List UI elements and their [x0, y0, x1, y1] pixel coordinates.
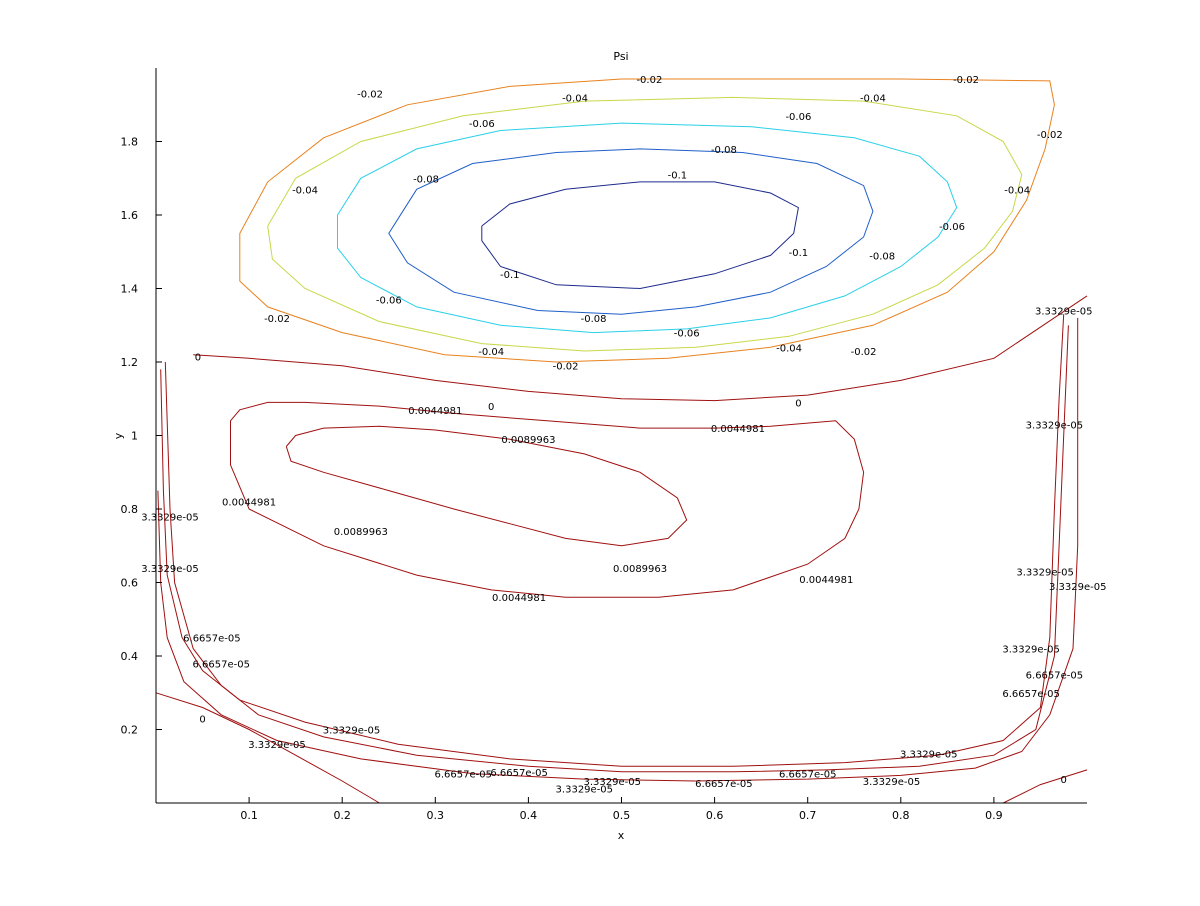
contour-line-7	[1002, 769, 1088, 804]
contour-label-55: 6.6657e-05	[695, 779, 752, 790]
contour-label-49: 3.3329e-05	[863, 777, 920, 788]
contour-label-20: -0.08	[869, 251, 895, 262]
contour-label-26: 0	[488, 402, 494, 413]
contour-line-8	[230, 401, 865, 598]
contour-label-19: -0.08	[413, 174, 439, 185]
contour-label-43: 3.3329e-05	[141, 564, 198, 575]
contour-label-16: -0.06	[376, 296, 402, 307]
contour-label-50: 3.3329e-05	[1002, 645, 1059, 656]
contour-line-3	[267, 96, 1023, 352]
x-tick-label-2: 0.3	[427, 809, 445, 822]
x-tick-label-5: 0.6	[706, 809, 724, 822]
y-tick-label-8: 1.8	[121, 136, 139, 149]
contour-label-22: -0.1	[668, 171, 688, 182]
y-tick-label-4: 1	[131, 430, 138, 443]
contour-label-34: 0.0044981	[492, 593, 546, 604]
contour-line-0	[481, 181, 799, 290]
contour-line-5	[193, 295, 1088, 402]
contour-label-7: -0.04	[562, 93, 588, 104]
contour-label-41: 3.3329e-05	[1049, 582, 1106, 593]
contour-label-27: 0	[795, 398, 801, 409]
y-axis-label: y	[112, 432, 125, 439]
contour-label-2: -0.02	[357, 90, 383, 101]
y-tick-label-7: 1.6	[121, 209, 139, 222]
contour-line-6	[155, 692, 380, 804]
x-tick-label-8: 0.9	[985, 809, 1003, 822]
contour-label-14: -0.06	[785, 112, 811, 123]
y-tick-label-3: 0.8	[121, 503, 139, 516]
contour-label-52: 6.6657e-05	[192, 659, 249, 670]
y-tick-label-1: 0.4	[121, 650, 139, 663]
y-tick-label-0: 0.2	[121, 724, 139, 737]
contour-line-11	[160, 314, 1065, 767]
contour-label-8: -0.04	[860, 93, 886, 104]
y-tick-label-6: 1.4	[121, 283, 139, 296]
x-axis-label: x	[618, 829, 625, 842]
contour-label-32: 0.0044981	[222, 498, 276, 509]
contour-line-12	[157, 317, 1079, 782]
contour-label-5: -0.02	[851, 347, 877, 358]
contour-label-29: 0	[1061, 775, 1067, 786]
contour-label-10: -0.04	[1004, 185, 1030, 196]
contour-label-1: -0.02	[953, 75, 979, 86]
contour-labels-layer: -0.02 -0.02 -0.02 -0.02 -0.02 -0.02 -0.02 -0.04…	[141, 75, 1106, 795]
contour-label-35: 0.0089963	[501, 435, 555, 446]
contour-label-44: 3.3329e-05	[323, 726, 380, 737]
contour-label-38: 3.3329e-05	[1035, 307, 1092, 318]
contour-label-45: 3.3329e-05	[248, 740, 305, 751]
contour-label-42: 3.3329e-05	[141, 512, 198, 523]
contour-label-37: 0.0089963	[613, 564, 667, 575]
contour-label-17: -0.06	[674, 329, 700, 340]
contour-label-9: -0.04	[292, 185, 318, 196]
contour-label-58: 6.6657e-05	[1026, 670, 1083, 681]
contour-line-4	[239, 78, 1055, 363]
x-tick-label-3: 0.4	[520, 809, 538, 822]
axes-layer: 0.1 0.2 0.3 0.4 0.5 0.6 0.7 0.8 0.9 0.2 0.4 0.6 0.8 1…	[121, 68, 1087, 822]
x-tick-label-1: 0.2	[333, 809, 351, 822]
contour-label-6: -0.02	[553, 362, 579, 373]
contours-layer	[155, 78, 1088, 804]
contour-line-1	[388, 148, 874, 315]
contour-label-0: -0.02	[636, 75, 662, 86]
contour-label-25: 0	[195, 353, 201, 364]
contour-label-46: 3.3329e-05	[583, 777, 640, 788]
contour-label-15: -0.06	[939, 222, 965, 233]
contour-label-48: 3.3329e-05	[900, 749, 957, 760]
y-tick-label-2: 0.6	[121, 577, 139, 590]
contour-label-30: 0.0044981	[408, 406, 462, 417]
contour-label-33: 0.0044981	[799, 575, 853, 586]
contour-label-21: -0.08	[581, 314, 607, 325]
x-tick-label-0: 0.1	[240, 809, 258, 822]
contour-label-36: 0.0089963	[334, 527, 388, 538]
contour-label-28: 0	[199, 715, 205, 726]
contour-label-56: 6.6657e-05	[779, 770, 836, 781]
contour-label-18: -0.08	[711, 145, 737, 156]
x-tick-label-4: 0.5	[613, 809, 631, 822]
contour-label-51: 6.6657e-05	[183, 634, 240, 645]
contour-label-47: 3.3329e-05	[556, 784, 613, 795]
contour-label-4: -0.02	[264, 314, 290, 325]
contour-label-53: 6.6657e-05	[434, 770, 491, 781]
contour-line-9	[285, 425, 688, 547]
x-tick-label-6: 0.7	[799, 809, 817, 822]
x-tick-label-7: 0.8	[892, 809, 910, 822]
contour-label-3: -0.02	[1037, 130, 1063, 141]
contour-label-40: 3.3329e-05	[1016, 568, 1073, 579]
contour-label-12: -0.04	[776, 343, 802, 354]
y-tick-label-5: 1.2	[121, 356, 139, 369]
contour-line-2	[337, 122, 958, 334]
contour-label-11: -0.04	[478, 347, 504, 358]
contour-label-23: -0.1	[789, 248, 809, 259]
contour-label-54: 6.6657e-05	[490, 768, 547, 779]
contour-label-24: -0.1	[500, 270, 520, 281]
contour-label-31: 0.0044981	[711, 424, 765, 435]
contour-label-13: -0.06	[469, 119, 495, 130]
chart-title: Psi	[613, 50, 628, 63]
contour-line-10	[164, 325, 1069, 773]
contour-label-57: 6.6657e-05	[1002, 689, 1059, 700]
contour-label-39: 3.3329e-05	[1026, 421, 1083, 432]
